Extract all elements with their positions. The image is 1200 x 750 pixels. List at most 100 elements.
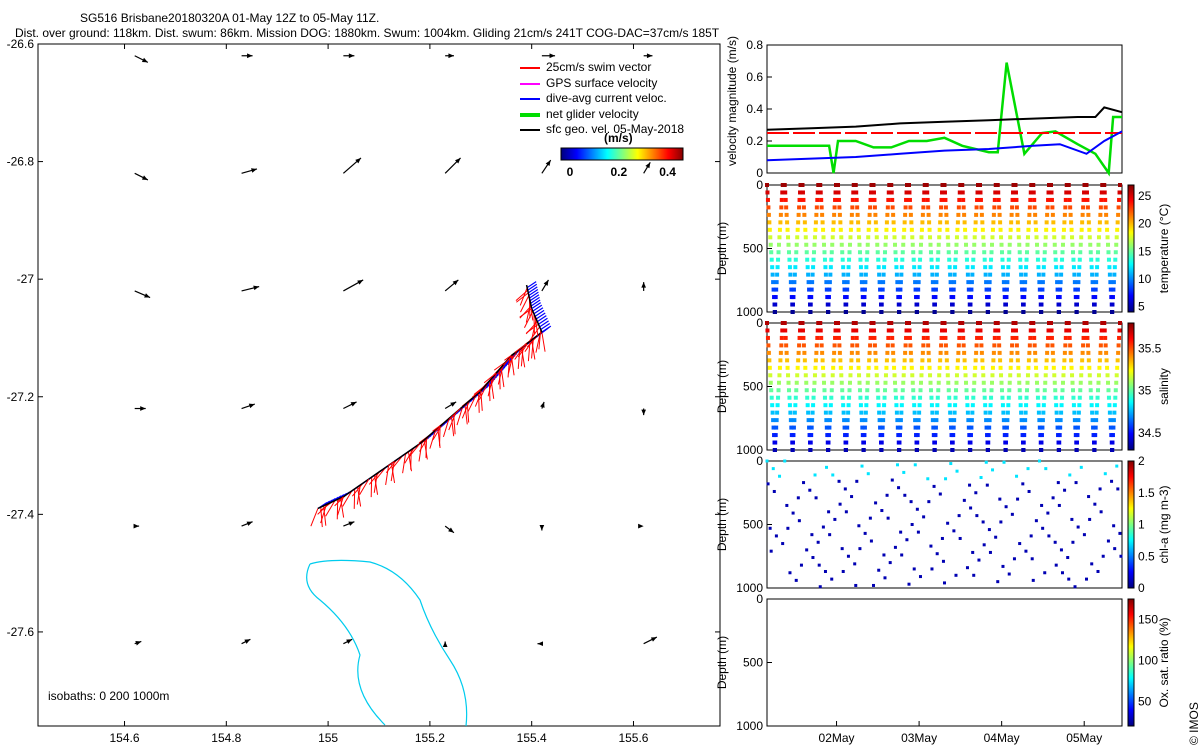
colorbar-cell: [594, 148, 596, 160]
chl-sample: [902, 470, 906, 474]
x-tick-label: 155.2: [415, 731, 445, 745]
panel-colorbar-cell: [1128, 477, 1134, 479]
section-sample: [1086, 350, 1091, 355]
panel-colorbar-cell: [1128, 486, 1134, 488]
chl-sample: [949, 462, 953, 466]
section-sample: [1090, 280, 1095, 285]
section-sample: [918, 257, 923, 262]
colorbar-cell: [662, 148, 664, 160]
panel-colorbar-cell: [1128, 378, 1134, 380]
panel-colorbar-cell: [1128, 388, 1134, 390]
section-sample: [950, 440, 955, 445]
chl-sample: [858, 547, 862, 551]
panel-colorbar-cell: [1128, 374, 1134, 376]
section-sample: [800, 190, 805, 195]
section-sample: [1099, 197, 1104, 202]
section-sample: [1013, 190, 1018, 195]
oxygen-section-frame: [766, 598, 1123, 727]
section-sample: [777, 227, 782, 232]
panel-colorbar-cell: [1128, 540, 1134, 542]
section-sample: [854, 335, 859, 340]
section-sample: [912, 265, 917, 270]
section-sample: [766, 212, 771, 217]
geo-arrow-head: [247, 53, 253, 59]
section-sample: [1040, 418, 1045, 423]
section-sample: [768, 242, 773, 247]
panel-colorbar-cell: [1128, 697, 1134, 699]
section-sample: [895, 280, 900, 285]
section-sample: [1021, 310, 1026, 314]
panel-colorbar-cell: [1128, 267, 1134, 269]
glider-track: [342, 478, 370, 498]
section-sample: [897, 433, 902, 438]
section-sample: [778, 350, 783, 355]
panel-colorbar-cell: [1128, 203, 1134, 205]
section-sample: [1007, 388, 1012, 393]
panel-colorbar-cell: [1128, 718, 1134, 720]
section-sample: [838, 227, 843, 232]
panel-colorbar-cell: [1128, 709, 1134, 711]
section-sample: [998, 220, 1003, 225]
panel-colorbar-cell: [1128, 521, 1134, 523]
section-sample: [947, 403, 952, 408]
panel-colorbar-cell: [1128, 461, 1134, 463]
section-sample: [957, 190, 962, 195]
section-sample: [1102, 328, 1107, 333]
chl-sample: [893, 545, 897, 549]
y-tick-label: 500: [743, 518, 763, 532]
panel-colorbar-cell: [1128, 277, 1134, 279]
section-sample: [1086, 220, 1091, 225]
panel-colorbar-cell: [1128, 498, 1134, 500]
section-sample: [782, 183, 787, 187]
panel-colorbar-cell: [1128, 339, 1134, 341]
panel-colorbar-cell: [1128, 487, 1134, 489]
panel-colorbar-cell: [1128, 652, 1134, 654]
section-sample: [898, 280, 903, 285]
section-sample: [970, 272, 975, 277]
panel-colorbar-cell: [1128, 426, 1134, 428]
panel-colorbar-cell: [1128, 666, 1134, 668]
y-tick-label: 0: [756, 166, 763, 180]
chl-sample: [786, 526, 790, 530]
panel-colorbar-cell: [1128, 703, 1134, 705]
section-sample: [1118, 321, 1122, 325]
swim-vector: [442, 418, 450, 438]
colorbar-cell: [654, 148, 656, 160]
panel-colorbar-cell: [1128, 602, 1134, 604]
section-sample: [925, 328, 930, 333]
section-sample: [1006, 265, 1011, 270]
section-sample: [993, 190, 998, 195]
colorbar-cell: [676, 148, 678, 160]
section-sample: [890, 197, 895, 202]
chl-sample: [1071, 540, 1075, 544]
panel-colorbar-cell: [1128, 476, 1134, 478]
section-sample: [934, 418, 939, 423]
section-sample: [1021, 440, 1026, 445]
section-sample: [968, 433, 973, 438]
swim-vector: [450, 416, 455, 437]
section-sample: [1003, 302, 1008, 307]
chl-sample: [926, 477, 930, 481]
section-sample: [1080, 358, 1085, 363]
panel-colorbar-cell: [1128, 356, 1134, 358]
section-sample: [1053, 257, 1058, 262]
section-sample: [822, 380, 827, 385]
dac-vector: [529, 291, 539, 299]
section-sample: [933, 287, 938, 292]
section-sample: [1027, 350, 1032, 355]
section-sample: [1024, 265, 1029, 270]
section-sample: [998, 227, 1003, 232]
section-sample: [938, 212, 943, 217]
section-sample: [1114, 235, 1119, 240]
section-sample: [933, 433, 938, 438]
panel-colorbar-cell: [1128, 492, 1134, 494]
section-sample: [1075, 287, 1080, 292]
panel-colorbar-cell: [1128, 304, 1134, 306]
panel-colorbar-cell: [1128, 360, 1134, 362]
section-sample: [846, 272, 851, 277]
section-sample: [796, 220, 801, 225]
section-sample: [1060, 257, 1065, 262]
panel-colorbar-cell: [1128, 626, 1134, 628]
section-sample: [969, 287, 974, 292]
panel-colorbar-cell: [1128, 515, 1134, 517]
